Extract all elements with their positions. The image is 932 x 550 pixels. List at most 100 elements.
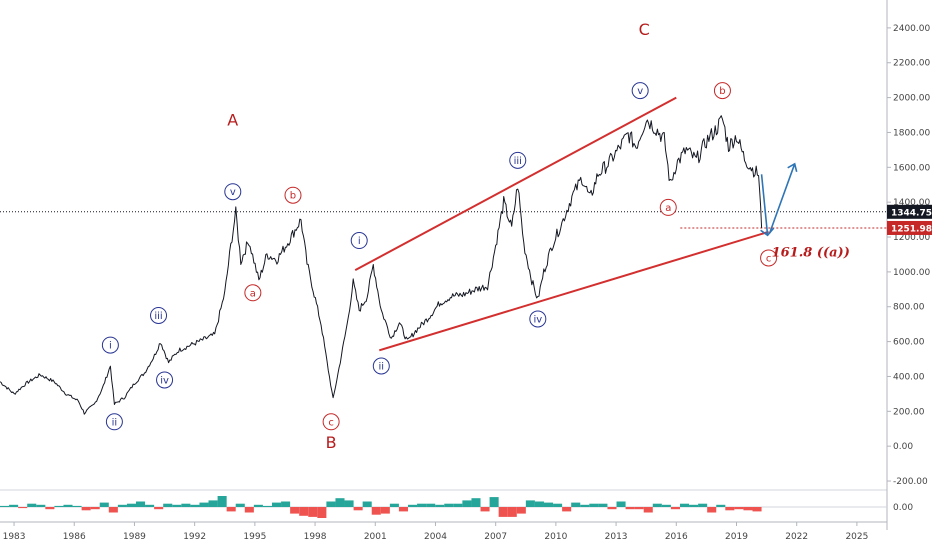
sub-wave-v-4: v bbox=[230, 187, 236, 198]
wave-label-a: A bbox=[227, 110, 238, 129]
sub-wave-v-9-circle bbox=[631, 82, 649, 100]
oscillator-bar bbox=[453, 503, 463, 507]
oscillator-bar bbox=[589, 503, 599, 507]
oscillator-bar bbox=[616, 501, 626, 507]
oscillator-bar bbox=[244, 507, 254, 513]
minor-wave-c-2-circle bbox=[322, 413, 340, 431]
oscillator-bar bbox=[707, 507, 717, 513]
oscillator-bar bbox=[752, 507, 762, 512]
oscillator-bar bbox=[625, 507, 635, 510]
oscillator-bar bbox=[90, 507, 100, 510]
sub-wave-iv-8-circle bbox=[529, 310, 547, 328]
y-tick-label: 2000.00 bbox=[893, 94, 930, 104]
channel-lower-line bbox=[378, 230, 769, 352]
minor-wave-c-5-circle bbox=[760, 249, 778, 267]
oscillator-bar bbox=[281, 501, 291, 507]
oscillator-bar bbox=[743, 507, 753, 511]
oscillator-bar bbox=[462, 500, 472, 507]
oscillator-bar bbox=[670, 507, 680, 510]
oscillator-bar bbox=[480, 507, 490, 512]
oscillator-bar bbox=[117, 504, 127, 507]
sub-wave-iv-8: iv bbox=[533, 314, 542, 325]
y-tick-label: 2200.00 bbox=[893, 59, 930, 69]
time-axis[interactable]: 1983 1986 1989 1992 1995 1998 2001 2004 2007 2010… bbox=[0, 521, 887, 542]
oscillator-bar bbox=[326, 501, 336, 507]
price-labels: 1344.75 1251.98 bbox=[887, 204, 932, 235]
oscillator-bar bbox=[72, 505, 82, 507]
oscillator-bar bbox=[99, 502, 109, 507]
oscillator-bar bbox=[126, 503, 136, 507]
oscillator-bar bbox=[553, 503, 563, 507]
oscillator-bar bbox=[181, 503, 191, 507]
price-box-0 bbox=[887, 204, 932, 219]
oscillator-bar bbox=[317, 507, 327, 518]
price-axis[interactable]: 2400.00 2200.00 2000.00 1800.00 1600.00 1400.… bbox=[886, 0, 930, 530]
oscillator-bar bbox=[598, 503, 608, 507]
oscillator-bar bbox=[607, 507, 617, 510]
oscillator-bar bbox=[45, 507, 55, 510]
oscillator-bar bbox=[135, 501, 146, 507]
x-tick-label: 2010 bbox=[544, 532, 567, 542]
x-tick-label: 1992 bbox=[183, 532, 206, 542]
oscillator-bar bbox=[380, 507, 390, 514]
oscillator-bar bbox=[217, 496, 227, 507]
price-line bbox=[0, 115, 763, 415]
sub-wave-iii-2-circle bbox=[150, 306, 168, 324]
oscillator-bar bbox=[634, 507, 644, 510]
oscillator-bar bbox=[652, 503, 662, 507]
sub-wave-ii-6-circle bbox=[372, 357, 390, 375]
oscillator-bar bbox=[190, 504, 200, 507]
sub-wave-iv-3: iv bbox=[160, 375, 169, 386]
oscillator-bar bbox=[417, 503, 427, 507]
fib-extension-label: 161.8 ((a)) bbox=[772, 246, 850, 261]
x-tick-label: 1998 bbox=[304, 532, 327, 542]
oscillator-bar bbox=[679, 503, 690, 507]
minor-wave-a-0: a bbox=[250, 288, 256, 299]
wave-label-b: B bbox=[326, 433, 337, 452]
sub-wave-i-0: i bbox=[109, 341, 112, 352]
minor-wave-b-4: b bbox=[719, 86, 725, 97]
x-tick-label: 2004 bbox=[424, 532, 447, 542]
oscillator-pane: 0.00 bbox=[0, 496, 913, 518]
minor-wave-b-1: b bbox=[290, 191, 296, 202]
oscillator-bar bbox=[18, 507, 28, 509]
oscillator-bar bbox=[253, 504, 263, 507]
oscillator-bar bbox=[435, 504, 445, 507]
oscillator-bar bbox=[226, 507, 236, 512]
oscillator-bar bbox=[371, 507, 381, 515]
oscillator-bar bbox=[661, 504, 671, 507]
price-box-1 bbox=[887, 220, 932, 235]
y-tick-label: 1200.00 bbox=[893, 233, 930, 243]
x-tick-label: 2016 bbox=[665, 532, 688, 542]
oscillator-bar bbox=[562, 507, 572, 512]
oscillator-bar bbox=[262, 505, 272, 507]
sub-wave-iv-3-circle bbox=[156, 371, 174, 389]
x-tick-label: 1989 bbox=[123, 532, 146, 542]
oscillator-bar bbox=[734, 507, 744, 510]
projection-arrow-down-head bbox=[760, 227, 775, 237]
oscillator-bar bbox=[235, 503, 245, 507]
y-tick-label: 800.00 bbox=[893, 303, 925, 313]
sub-wave-iii-7: iii bbox=[514, 156, 522, 167]
minor-wave-c-2: c bbox=[328, 417, 334, 428]
oscillator-bar bbox=[299, 507, 309, 516]
oscillator-bar bbox=[335, 498, 345, 507]
oscillator-bar bbox=[27, 503, 37, 507]
oscillator-bar bbox=[580, 504, 590, 507]
channel-upper-line bbox=[354, 96, 677, 272]
sub-wave-ii-6: ii bbox=[379, 362, 385, 373]
oscillator-bar bbox=[398, 507, 408, 512]
oscillator-bar bbox=[54, 505, 64, 507]
oscillator-bar bbox=[471, 498, 481, 507]
oscillator-bar bbox=[444, 503, 454, 507]
projection-arrow-up-head bbox=[787, 162, 798, 173]
oscillator-bar bbox=[36, 504, 46, 507]
oscillator-bar bbox=[426, 503, 436, 507]
projection-arrow-down bbox=[760, 174, 769, 236]
minor-wave-b-1-circle bbox=[284, 186, 302, 204]
oscillator-bar bbox=[725, 507, 735, 511]
sub-wave-v-9: v bbox=[637, 86, 643, 97]
